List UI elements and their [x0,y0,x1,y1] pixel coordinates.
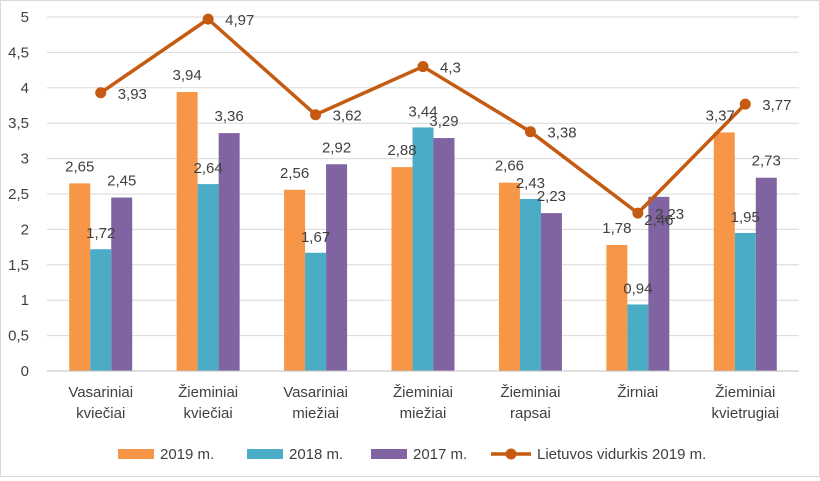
line-data-label: 4,97 [225,12,254,29]
legend-label: 2018 m. [289,446,343,463]
bar-2019-m- [176,92,198,371]
category-label: kviečiai [76,405,125,422]
category-label: Žieminiai [393,384,453,401]
y-axis-ticks: 0 0,5 1 1,5 2 2,5 3 3,5 4 4,5 5 [8,9,29,380]
category-labels: Vasariniai kviečiai Žieminiai kviečiai Vasar… [68,384,779,422]
category-label: kvietrugiai [712,405,780,422]
bar-data-label: 2,43 [516,175,545,192]
bar-2019-m- [391,167,413,371]
bar-2018-m- [305,252,327,371]
bar-data-label: 2,73 [752,153,781,170]
bar-2017-m- [111,197,133,371]
bar-2019-m- [284,189,306,371]
legend-swatch [118,449,154,459]
bar-data-label: 2,64 [194,160,223,177]
legend-label: 2019 m. [160,446,214,463]
line-data-label: 3,77 [762,97,791,114]
bar-2017-m- [648,196,670,371]
bar-2018-m- [412,127,434,371]
y-tick-label: 3 [21,151,29,168]
average-line-point [417,61,429,73]
bar-2018-m- [734,232,756,371]
bar-data-label: 3,36 [215,108,244,125]
bars [69,92,777,371]
bar-2019-m- [606,244,628,371]
y-tick-label: 0 [21,363,29,380]
average-line-point [310,109,322,121]
bar-data-label: 2,46 [644,212,673,229]
bar-data-label: 2,23 [537,188,566,205]
bar-2019-m- [713,132,735,371]
legend-swatch [247,449,283,459]
y-tick-label: 1 [21,292,29,309]
line-data-label: 4,3 [440,60,461,77]
bar-data-label: 2,65 [65,158,94,175]
category-label: Žieminiai [500,384,560,401]
bar-2017-m- [540,213,562,371]
category-label: miežiai [292,405,339,422]
legend-label: 2017 m. [413,446,467,463]
category-label: kviečiai [184,405,233,422]
line-data-label: 3,93 [118,86,147,103]
average-line-point [202,13,214,25]
line-data-label: 3,62 [333,108,362,125]
bar-data-label: 3,29 [429,113,458,130]
bar-data-label: 3,44 [408,103,437,120]
category-label: Žirniai [617,384,658,401]
bar-2017-m- [433,138,455,371]
y-tick-label: 3,5 [8,115,29,132]
average-line [95,13,751,219]
legend-swatch [371,449,407,459]
category-label: Vasariniai [283,384,348,401]
category-label: rapsai [510,405,551,422]
y-tick-label: 0,5 [8,328,29,345]
bar-data-label: 2,66 [495,158,524,175]
bar-2019-m- [498,182,520,371]
average-line-point [739,98,751,110]
bar-2018-m- [197,184,219,371]
y-tick-label: 2,5 [8,186,29,203]
category-label: Žieminiai [715,384,775,401]
bar-2017-m- [755,177,777,371]
line-data-label: 2,23 [655,206,684,223]
bar-data-label: 2,88 [387,142,416,159]
bar-2018-m- [519,198,541,371]
average-line-point [524,126,536,138]
average-line-point [632,207,644,219]
bar-data-label: 1,78 [602,220,631,237]
category-label: miežiai [400,405,447,422]
average-line-point [95,87,107,99]
bar-data-label: 3,37 [706,107,735,124]
category-label: Žieminiai [178,384,238,401]
bar-2017-m- [326,164,348,371]
legend-marker [505,448,517,460]
bar-data-label: 2,92 [322,139,351,156]
bar-data-label: 2,45 [107,173,136,190]
bar-2019-m- [69,183,91,371]
y-tick-label: 2 [21,221,29,238]
bar-data-label: 1,95 [731,209,760,226]
bar-2017-m- [218,133,240,371]
legend-label: Lietuvos vidurkis 2019 m. [537,446,706,463]
bar-data-label: 2,56 [280,165,309,182]
bar-data-label: 3,94 [173,67,202,84]
bar-data-label: 1,72 [86,225,115,242]
bar-data-label: 0,94 [623,280,652,297]
data-labels: 2,65 3,94 2,56 2,88 2,66 1,78 3,37 1,72 2,64 1,67… [65,12,791,297]
y-tick-label: 5 [21,9,29,26]
y-tick-label: 4 [21,80,29,97]
legend: 2019 m. 2018 m. 2017 m. Lietuvos vidurkis 2… [118,446,706,463]
category-label: Vasariniai [68,384,133,401]
y-tick-label: 1,5 [8,257,29,274]
line-data-label: 3,38 [547,125,576,142]
bar-2018-m- [627,304,649,371]
bar-2018-m- [90,249,112,371]
bar-data-label: 1,67 [301,229,330,246]
y-tick-label: 4,5 [8,44,29,61]
